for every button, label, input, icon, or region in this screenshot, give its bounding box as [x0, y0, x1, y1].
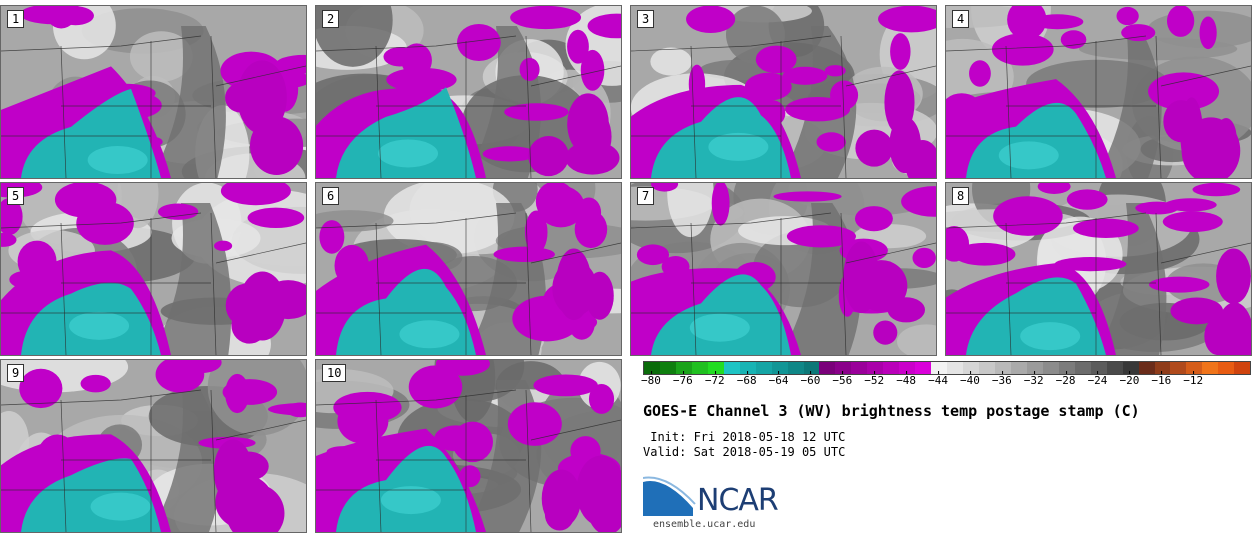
colorbar-segment — [867, 362, 884, 374]
colorbar-tick-label: −52 — [864, 371, 885, 387]
colorbar-segment — [723, 362, 740, 374]
colorbar-segment — [675, 362, 692, 374]
colorbar-ticks: −80 −76 −72 −68 −64 −60 −56 −52 −48 −44 −40 −36 −32−… — [641, 371, 1249, 390]
colorbar-segment — [963, 362, 980, 374]
map-panel-9: 9 — [0, 359, 307, 533]
colorbar-segment — [739, 362, 756, 374]
ncar-logo-icon — [643, 476, 696, 516]
colorbar — [643, 361, 1251, 375]
valid-time: Valid: Sat 2018-05-19 05 UTC — [643, 445, 846, 459]
colorbar-tick-label: −68 — [736, 371, 757, 387]
map-panel-7: 7 — [630, 182, 937, 356]
map-panel-8: 8 — [945, 182, 1252, 356]
map-panel-3: 3 — [630, 5, 937, 179]
colorbar-tick-label: −16 — [1151, 371, 1172, 387]
colorbar-segment — [819, 362, 836, 374]
panel-label-6: 6 — [322, 187, 340, 205]
colorbar-segment — [835, 362, 852, 374]
colorbar-segment — [851, 362, 868, 374]
colorbar-tick-label: −28 — [1055, 371, 1076, 387]
wv-field-1 — [1, 6, 306, 178]
colorbar-segment — [644, 362, 660, 374]
colorbar-segment — [915, 362, 932, 374]
colorbar-segment — [1218, 362, 1235, 374]
colorbar-segment — [659, 362, 676, 374]
colorbar-tick-label: −44 — [928, 371, 948, 387]
colorbar-segment — [1090, 362, 1107, 374]
colorbar-segment — [1170, 362, 1187, 374]
wv-field-3 — [631, 6, 936, 178]
colorbar-segment — [1234, 362, 1251, 374]
panel-label-10: 10 — [322, 364, 347, 382]
colorbar-segment — [1026, 362, 1043, 374]
init-time: Init: Fri 2018-05-18 12 UTC — [643, 430, 846, 444]
colorbar-segment — [1138, 362, 1155, 374]
colorbar-segment — [1074, 362, 1091, 374]
colorbar-segment — [947, 362, 964, 374]
panel-label-2: 2 — [322, 10, 340, 28]
colorbar-segment — [899, 362, 916, 374]
colorbar-segment — [994, 362, 1011, 374]
colorbar-tick-label: −32 — [1023, 371, 1044, 387]
colorbar-tick-label: −76 — [672, 371, 693, 387]
wv-field-9 — [1, 360, 306, 532]
colorbar-segment — [883, 362, 900, 374]
map-panel-1: 1 — [0, 5, 307, 179]
colorbar-segment — [755, 362, 772, 374]
colorbar-segment — [1042, 362, 1059, 374]
colorbar-tick-label: −12 — [1183, 371, 1204, 387]
colorbar-segment — [803, 362, 820, 374]
wv-field-6 — [316, 183, 621, 355]
colorbar-segment — [931, 362, 948, 374]
wv-field-8 — [946, 183, 1251, 355]
panel-label-3: 3 — [637, 10, 655, 28]
colorbar-segment — [979, 362, 995, 374]
panel-label-1: 1 — [7, 10, 25, 28]
colorbar-tick-label: −48 — [896, 371, 917, 387]
colorbar-tick-label: −36 — [991, 371, 1012, 387]
map-panel-2: 2 — [315, 5, 622, 179]
colorbar-segment — [1154, 362, 1171, 374]
colorbar-tick-label: −64 — [768, 371, 789, 387]
panel-label-8: 8 — [952, 187, 970, 205]
wv-field-5 — [1, 183, 306, 355]
panel-label-5: 5 — [7, 187, 25, 205]
colorbar-segment — [1202, 362, 1219, 374]
colorbar-segment — [771, 362, 788, 374]
map-panel-5: 5 — [0, 182, 307, 356]
map-panel-6: 6 — [315, 182, 622, 356]
colorbar-tick-label: −40 — [959, 371, 980, 387]
colorbar-tick-label: −20 — [1119, 371, 1140, 387]
panel-label-4: 4 — [952, 10, 970, 28]
map-panel-10: 10 — [315, 359, 622, 533]
panel-label-7: 7 — [637, 187, 655, 205]
wv-field-10 — [316, 360, 621, 532]
ncar-logo-text: NCAR — [697, 483, 779, 518]
colorbar-tick-label: −24 — [1087, 371, 1108, 387]
colorbar-tick-label: −60 — [800, 371, 821, 387]
colorbar-tick-label: −80 — [641, 371, 661, 387]
colorbar-segment — [691, 362, 708, 374]
colorbar-segment — [1186, 362, 1203, 374]
product-title: GOES-E Channel 3 (WV) brightness temp po… — [643, 402, 1140, 420]
wv-field-7 — [631, 183, 936, 355]
colorbar-segment — [707, 362, 724, 374]
colorbar-segment — [1106, 362, 1123, 374]
panel-label-9: 9 — [7, 364, 25, 382]
colorbar-segment — [787, 362, 804, 374]
colorbar-tick-label: −56 — [832, 371, 853, 387]
colorbar-segment — [1010, 362, 1027, 374]
colorbar-segment — [1058, 362, 1075, 374]
wv-field-4 — [946, 6, 1251, 178]
colorbar-tick-label: −72 — [704, 371, 725, 387]
colorbar-segment — [1122, 362, 1139, 374]
site-url: ensemble.ucar.edu — [653, 519, 756, 530]
map-panel-4: 4 — [945, 5, 1252, 179]
wv-field-2 — [316, 6, 621, 178]
